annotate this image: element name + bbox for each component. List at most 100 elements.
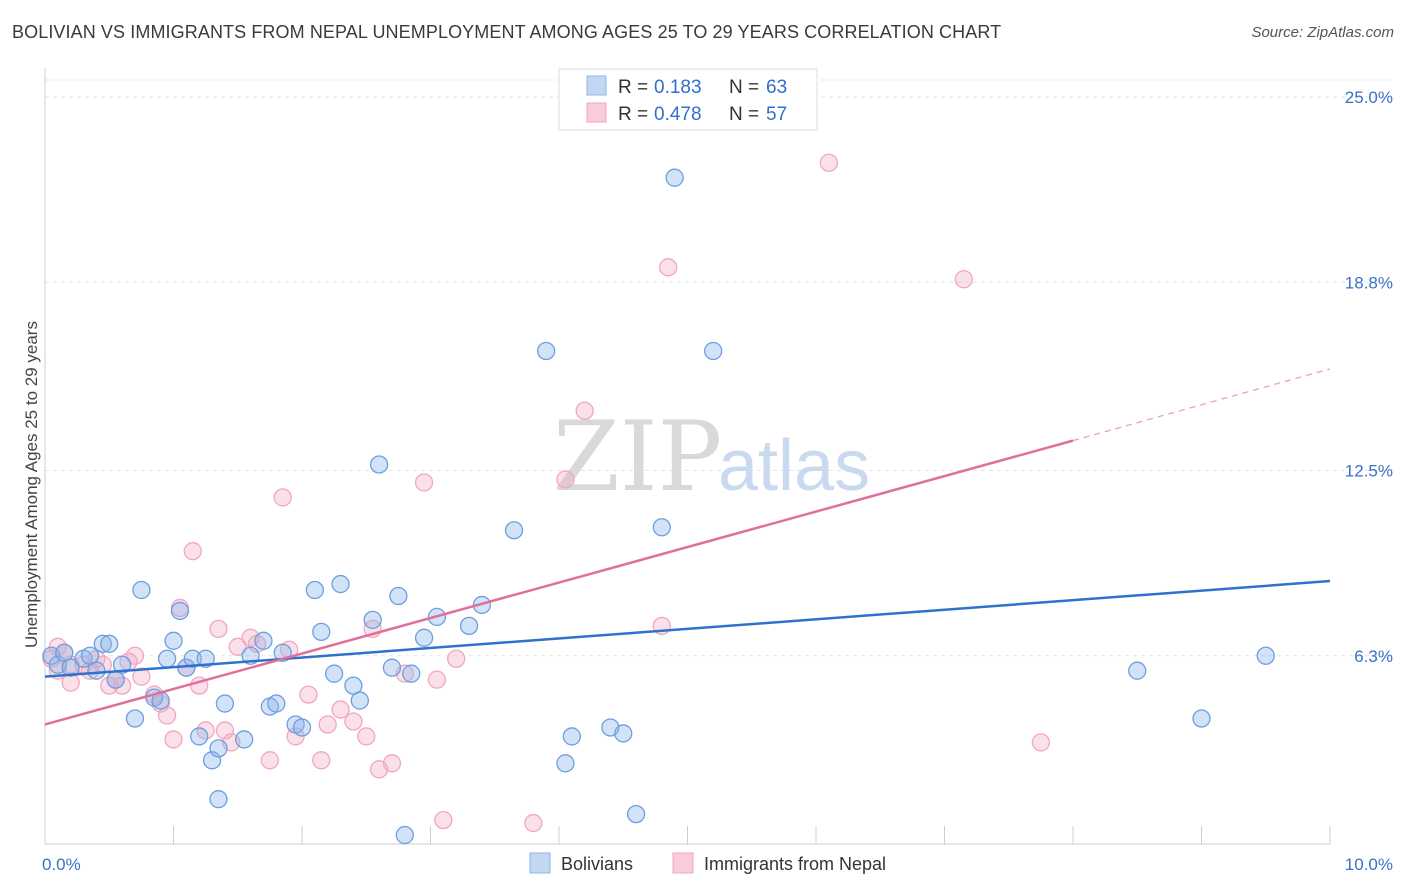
nepal-point bbox=[556, 470, 575, 489]
legend-n-label-2: N = bbox=[729, 104, 759, 125]
nepal-point bbox=[331, 700, 350, 719]
nepal-trend-extension bbox=[1072, 368, 1331, 442]
bolivian-point bbox=[1128, 661, 1147, 680]
nepal-trend-line bbox=[44, 439, 1074, 726]
bolivian-point bbox=[652, 518, 671, 537]
y-tick-label-1: 12.5% bbox=[1345, 462, 1393, 481]
axes bbox=[44, 68, 1331, 845]
nepal-point bbox=[954, 270, 973, 289]
bolivian-point bbox=[125, 709, 145, 728]
y-tick-label-3: 25.0% bbox=[1345, 88, 1393, 107]
nepal-point bbox=[209, 619, 228, 639]
bolivian-point bbox=[562, 727, 581, 746]
legend-n-value-1: 63 bbox=[766, 77, 787, 98]
nepal-point bbox=[132, 667, 151, 686]
bolivian-point bbox=[267, 694, 286, 713]
legend-n-value-2: 57 bbox=[766, 104, 787, 125]
nepal-point bbox=[299, 685, 318, 704]
nepal-point bbox=[312, 751, 331, 770]
bolivian-point bbox=[190, 727, 209, 746]
chart-title: BOLIVIAN VS IMMIGRANTS FROM NEPAL UNEMPL… bbox=[12, 22, 1002, 42]
bolivian-point bbox=[209, 739, 228, 758]
legend-r-value-2: 0.478 bbox=[654, 104, 702, 125]
bolivian-point bbox=[363, 610, 382, 630]
nepal-point bbox=[427, 670, 447, 689]
bolivian-point bbox=[1192, 709, 1211, 728]
nepal-point bbox=[125, 646, 145, 665]
correlation-legend: R = 0.183 N = 63 R = 0.478 N = 57 bbox=[558, 68, 818, 131]
bolivian-point bbox=[369, 455, 389, 474]
bottom-swatch-bolivians bbox=[529, 852, 551, 874]
bolivian-point bbox=[504, 521, 524, 540]
bolivian-point bbox=[209, 790, 228, 809]
bolivian-point bbox=[459, 616, 479, 636]
bolivian-point bbox=[292, 718, 312, 737]
y-tick-label-2: 18.8% bbox=[1345, 273, 1393, 292]
x-tick-labels: 0.0% 10.0% bbox=[42, 855, 1393, 874]
bolivian-point bbox=[324, 664, 344, 683]
nepal-point bbox=[1031, 733, 1051, 752]
bolivian-point bbox=[389, 586, 408, 606]
bolivian-point bbox=[665, 168, 684, 187]
bolivian-point bbox=[350, 691, 369, 710]
nepal-point bbox=[273, 488, 292, 507]
bolivian-point bbox=[164, 631, 183, 650]
bolivian-point bbox=[254, 631, 273, 650]
legend-n-label-1: N = bbox=[729, 77, 759, 98]
bolivian-trend-line bbox=[44, 579, 1331, 678]
nepal-point bbox=[228, 637, 247, 656]
bolivian-point bbox=[196, 649, 215, 668]
trend-lines bbox=[44, 368, 1331, 726]
bolivian-point bbox=[556, 754, 575, 773]
nepal-point bbox=[260, 751, 280, 770]
nepal-point bbox=[414, 473, 434, 492]
nepal-point bbox=[344, 712, 363, 731]
bolivian-point bbox=[395, 825, 414, 845]
legend-r-value-1: 0.183 bbox=[654, 77, 702, 98]
bolivian-point bbox=[382, 658, 402, 677]
gridlines bbox=[45, 79, 1392, 657]
legend-r-label-2: R = bbox=[618, 104, 648, 125]
bolivian-point bbox=[537, 341, 556, 361]
bolivian-point bbox=[312, 622, 331, 642]
nepal-point bbox=[357, 727, 376, 746]
bolivian-point bbox=[170, 601, 190, 621]
x-tick-label-0: 0.0% bbox=[42, 855, 81, 874]
nepal-point bbox=[659, 258, 678, 277]
y-tick-labels: 6.3% 12.5% 18.8% 25.0% bbox=[1345, 88, 1393, 666]
legend-r-label-1: R = bbox=[618, 77, 648, 98]
nepal-point bbox=[575, 401, 594, 420]
bolivian-point bbox=[215, 694, 235, 713]
series-legend: Bolivians Immigrants from Nepal bbox=[529, 852, 886, 874]
bolivian-point bbox=[183, 649, 202, 668]
bolivian-point bbox=[132, 580, 151, 600]
legend-swatch-nepal bbox=[586, 102, 607, 123]
nepal-point bbox=[819, 153, 838, 172]
bolivian-point bbox=[235, 730, 254, 749]
nepal-point bbox=[382, 754, 402, 773]
bottom-legend-nepal: Immigrants from Nepal bbox=[704, 854, 886, 874]
legend-swatch-bolivians bbox=[586, 75, 607, 96]
watermark-atlas: atlas bbox=[718, 426, 870, 506]
bottom-swatch-nepal bbox=[672, 852, 694, 874]
y-tick-label-0: 6.3% bbox=[1354, 647, 1393, 666]
bolivian-point bbox=[626, 804, 646, 824]
nepal-point bbox=[318, 715, 337, 734]
bolivian-points bbox=[42, 168, 1275, 845]
bolivian-point bbox=[93, 634, 112, 653]
nepal-point bbox=[447, 649, 466, 668]
bolivian-point bbox=[100, 634, 119, 653]
bolivian-point bbox=[1256, 646, 1275, 665]
source-credit: Source: ZipAtlas.com bbox=[1251, 24, 1394, 41]
bolivian-point bbox=[87, 661, 106, 680]
bolivian-point bbox=[614, 724, 633, 743]
nepal-point bbox=[183, 542, 202, 561]
bolivian-point bbox=[414, 628, 434, 647]
nepal-point bbox=[164, 730, 183, 749]
bolivian-point bbox=[61, 658, 80, 677]
bolivian-point bbox=[112, 655, 132, 674]
bolivian-point bbox=[157, 649, 177, 668]
bolivian-point bbox=[402, 664, 421, 683]
x-tick-label-1: 10.0% bbox=[1345, 855, 1393, 874]
